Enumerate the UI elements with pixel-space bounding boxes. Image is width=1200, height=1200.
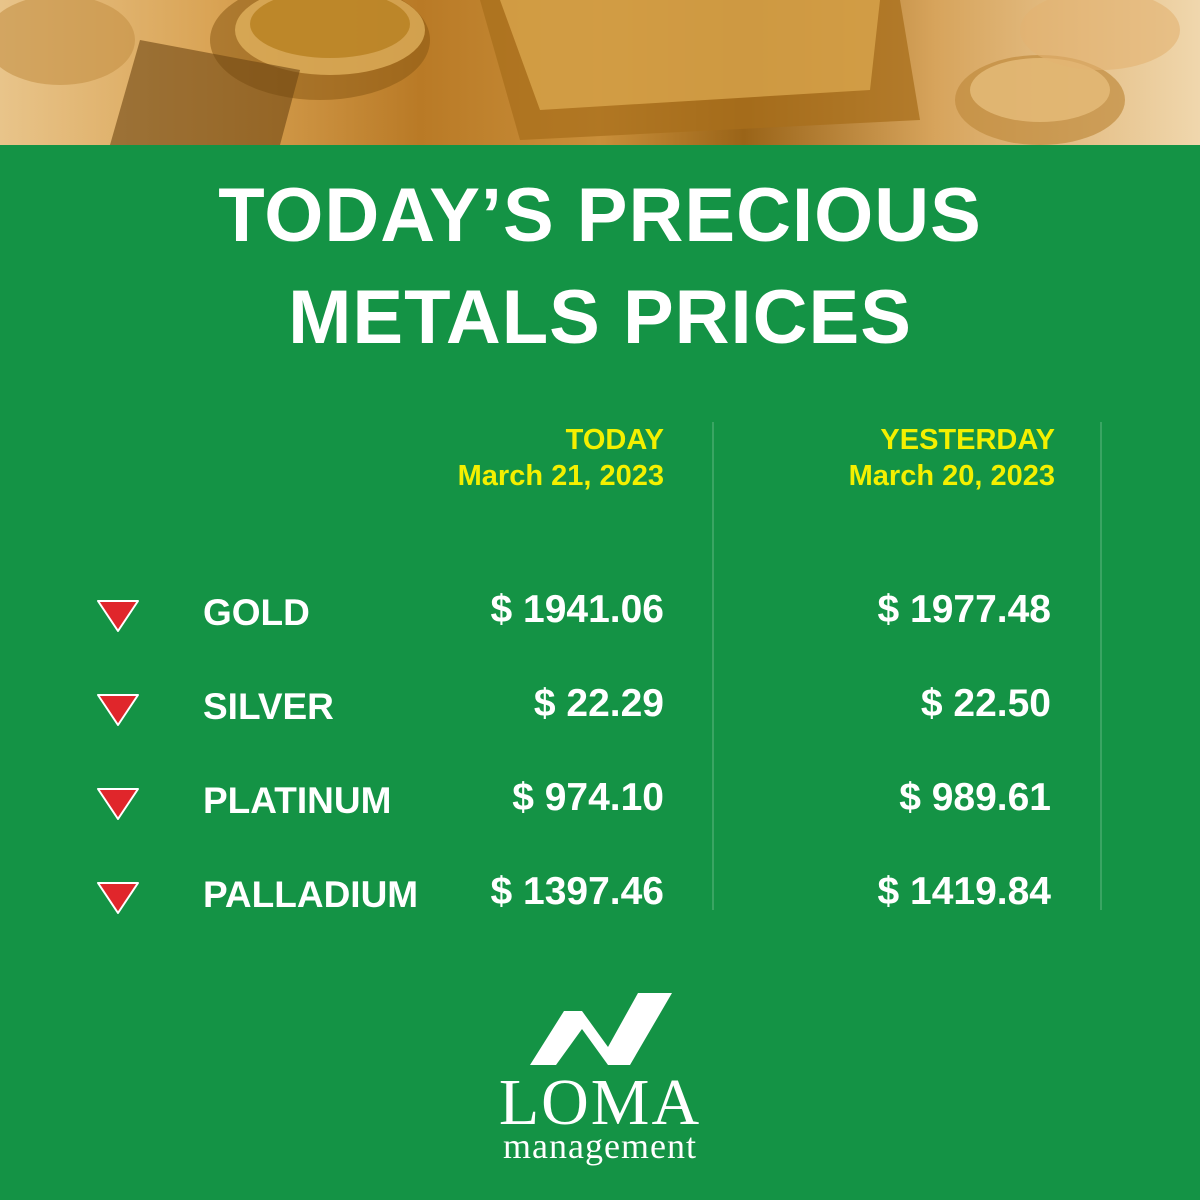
down-arrow-icon (97, 788, 139, 820)
price-yesterday: $ 989.61 (899, 776, 1051, 819)
column-header-yesterday: YESTERDAY March 20, 2023 (849, 422, 1055, 494)
price-yesterday: $ 1419.84 (877, 870, 1051, 913)
page-title-line-2: METALS PRICES (288, 275, 912, 360)
price-today: $ 1941.06 (490, 588, 664, 631)
metal-name: PLATINUM (203, 780, 392, 821)
down-arrow-icon (97, 882, 139, 914)
price-today: $ 1397.46 (490, 870, 664, 913)
column-header-today-date: March 21, 2023 (457, 460, 664, 492)
column-header-yesterday-date: March 20, 2023 (848, 460, 1055, 492)
price-row-platinum: PLATINUM $ 974.10 $ 989.61 (0, 770, 1200, 830)
logo-wordmark: LOMA (498, 1066, 702, 1139)
price-yesterday: $ 1977.48 (877, 588, 1051, 631)
metal-name: GOLD (203, 592, 310, 633)
metal-name: PALLADIUM (203, 874, 419, 915)
logo-subtitle: management (503, 1126, 697, 1166)
price-today: $ 974.10 (512, 776, 664, 819)
gold-coins-banner-image (0, 0, 1200, 145)
content-panel (0, 145, 1200, 1200)
column-header-yesterday-label: YESTERDAY (880, 424, 1055, 456)
column-divider (712, 422, 714, 910)
column-header-today-label: TODAY (565, 424, 664, 456)
loma-logo-icon (530, 993, 672, 1065)
price-today: $ 22.29 (533, 682, 664, 725)
price-yesterday: $ 22.50 (920, 682, 1051, 725)
page-title-line-1: TODAY’S PRECIOUS (218, 173, 982, 258)
price-row-palladium: PALLADIUM $ 1397.46 $ 1419.84 (0, 864, 1200, 924)
price-row-silver: SILVER $ 22.29 $ 22.50 (0, 676, 1200, 736)
column-divider (1100, 422, 1102, 910)
column-header-today: TODAY March 21, 2023 (458, 422, 664, 494)
metal-name: SILVER (203, 686, 334, 727)
down-arrow-icon (97, 694, 139, 726)
price-row-gold: GOLD $ 1941.06 $ 1977.48 (0, 582, 1200, 642)
down-arrow-icon (97, 600, 139, 632)
